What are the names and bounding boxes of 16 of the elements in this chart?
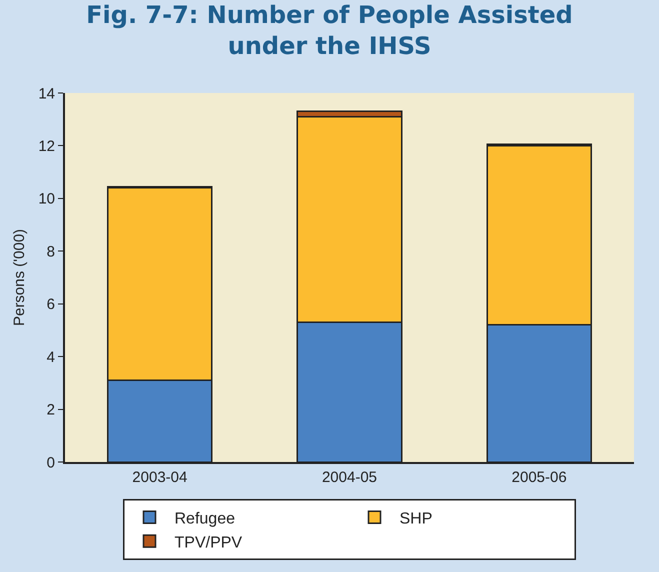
y-tick-label: 4 [46, 348, 55, 366]
chart-title: Fig. 7-7: Number of People Assisted under the IHSS [86, 0, 573, 60]
x-tick-label: 2005-06 [512, 469, 567, 486]
legend-label: SHP [400, 510, 432, 528]
y-tick-label: 14 [38, 85, 55, 102]
legend-label: Refugee [174, 510, 236, 528]
y-tick-label: 8 [46, 243, 55, 260]
x-tick-label: 2003-04 [132, 469, 188, 486]
x-tick-label: 2004-05 [322, 469, 378, 486]
y-tick-label: 12 [38, 138, 55, 155]
y-tick-label: 0 [46, 454, 55, 472]
legend-label: TPV/PPV [174, 534, 242, 552]
y-tick-label: 6 [46, 296, 55, 314]
y-tick-label: 2 [46, 402, 55, 419]
y-axis-title: Persons ('000) [11, 228, 28, 326]
y-tick-label: 10 [38, 190, 55, 208]
